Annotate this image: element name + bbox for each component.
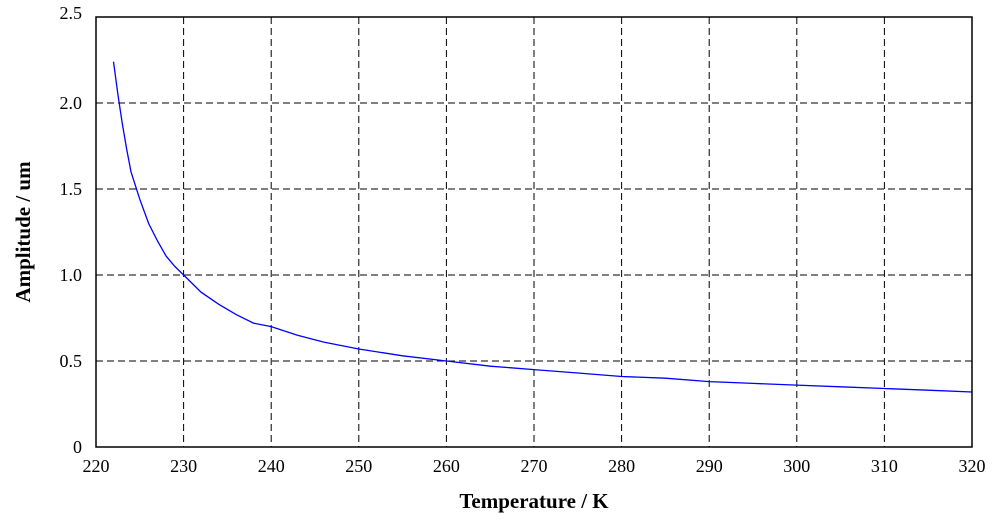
x-tick-label: 240	[258, 456, 285, 476]
series-layer	[112, 61, 973, 393]
y-tick-label: 2.5	[60, 3, 83, 23]
y-tick-label: 0.5	[60, 351, 83, 371]
grid-lines	[96, 17, 972, 447]
series-line	[112, 61, 973, 393]
x-tick-label: 250	[345, 456, 372, 476]
x-axis-title: Temperature / K	[459, 489, 609, 513]
y-tick-label: 1.0	[60, 265, 83, 285]
x-tick-label: 270	[521, 456, 548, 476]
x-tick-label: 300	[783, 456, 810, 476]
x-tick-labels: 220 230 240 250 260 270 280 290 300 310 320	[83, 456, 986, 476]
x-tick-label: 320	[959, 456, 986, 476]
plot-frame	[95, 16, 973, 448]
x-tick-label: 290	[696, 456, 723, 476]
x-tick-label: 220	[83, 456, 110, 476]
y-tick-labels: 0 0.5 1.0 1.5 2.0 2.5	[60, 3, 83, 457]
y-tick-label: 2.0	[60, 93, 83, 113]
y-axis-title: Amplitude / um	[11, 161, 35, 303]
y-tick-label: 1.5	[60, 179, 83, 199]
x-tick-label: 310	[871, 456, 898, 476]
x-tick-label: 280	[608, 456, 635, 476]
x-tick-label: 230	[170, 456, 197, 476]
y-tick-label: 0	[73, 437, 82, 457]
x-tick-label: 260	[433, 456, 460, 476]
